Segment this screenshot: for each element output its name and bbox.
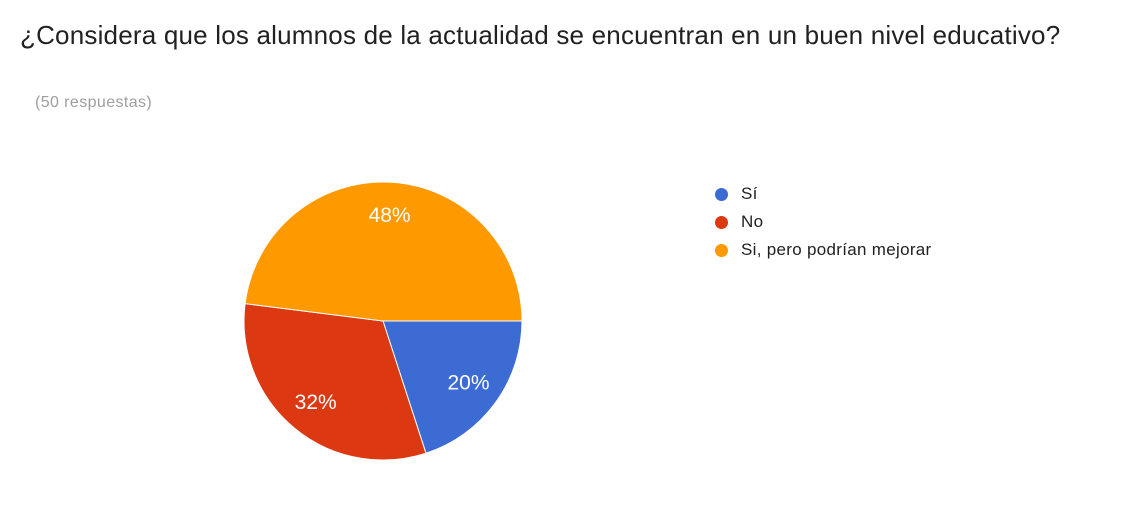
legend-item-label: Sí	[741, 184, 758, 203]
slice-percent-label: 20%	[447, 372, 489, 395]
pie-chart: 20% 32% 48%	[243, 181, 523, 461]
question-title: ¿Considera que los alumnos de la actuali…	[20, 20, 1061, 50]
legend-color-dot-icon	[715, 215, 728, 229]
legend-color-dot-icon	[715, 187, 728, 201]
legend-item-label: Si, pero podrían mejorar	[741, 240, 932, 259]
legend-item-label: No	[741, 212, 764, 231]
pie-slice-1[interactable]	[382, 320, 523, 454]
legend-item-3: Si, pero podrían mejorar	[715, 240, 932, 259]
pie-slice-3[interactable]	[244, 181, 523, 322]
slice-percent-label: 32%	[295, 391, 337, 414]
legend-item-1: Sí	[715, 184, 932, 203]
legend-item-2: No	[715, 212, 932, 231]
slice-percent-label: 48%	[369, 204, 411, 227]
chart-legend: Sí No Si, pero podrían mejorar	[715, 184, 932, 269]
responses-count: (50 respuestas)	[35, 94, 153, 111]
pie-chart-svg: 20% 32% 48%	[243, 181, 523, 461]
pie-slice-2[interactable]	[243, 303, 427, 461]
legend-color-dot-icon	[715, 243, 728, 257]
